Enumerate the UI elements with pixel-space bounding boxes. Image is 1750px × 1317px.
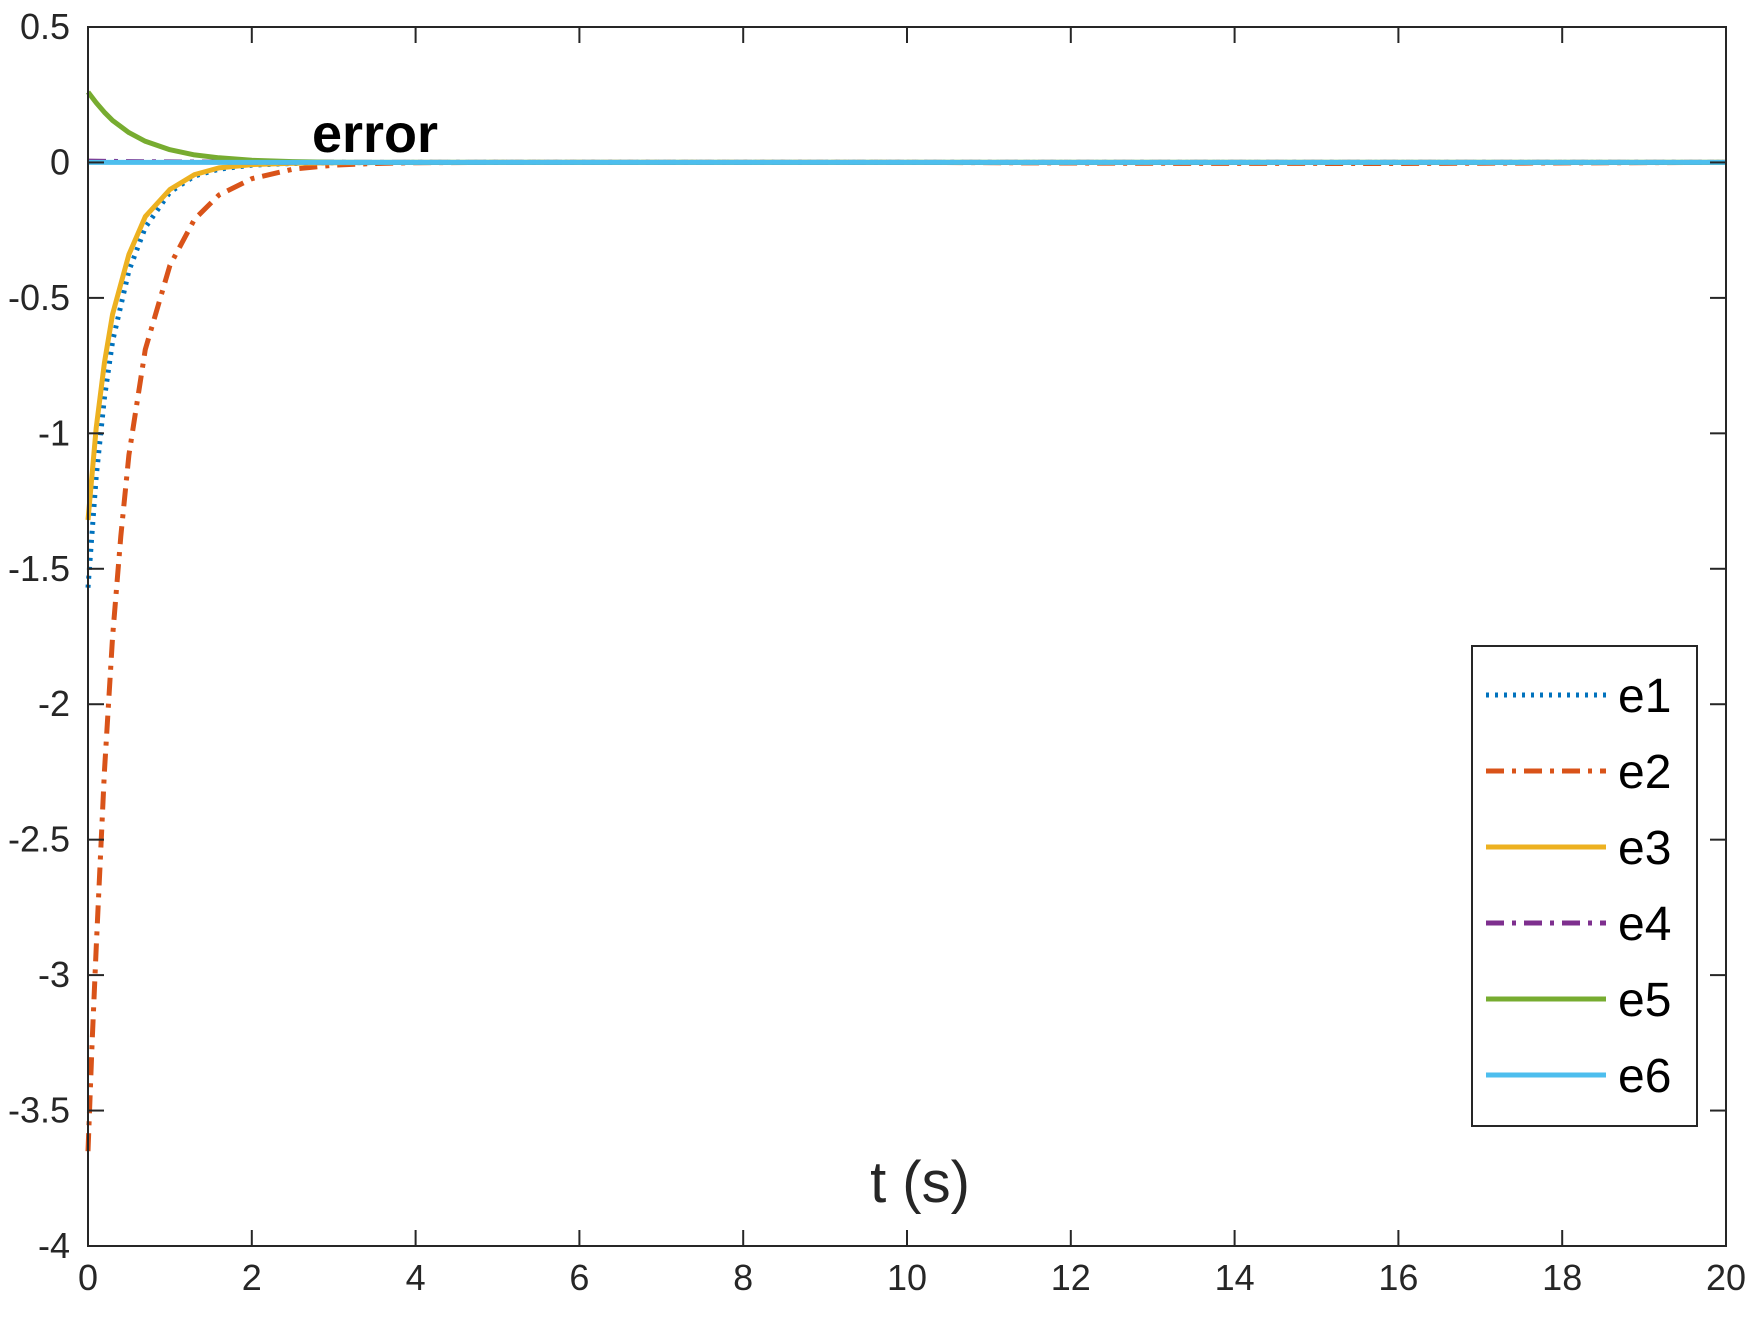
x-tick-label: 18 — [1542, 1257, 1582, 1298]
legend-label-e3: e3 — [1618, 822, 1671, 875]
x-tick-label: 0 — [78, 1257, 98, 1298]
x-tick-label: 14 — [1215, 1257, 1255, 1298]
legend-label-e4: e4 — [1618, 898, 1671, 951]
y-tick-label: -2 — [38, 683, 70, 724]
y-tick-label: 0.5 — [20, 6, 70, 47]
y-tick-label: 0 — [50, 141, 70, 182]
legend-label-e2: e2 — [1618, 746, 1671, 799]
y-tick-label: -0.5 — [8, 277, 70, 318]
x-tick-label: 10 — [887, 1257, 927, 1298]
y-tick-label: -3 — [38, 954, 70, 995]
legend-label-e5: e5 — [1618, 974, 1671, 1027]
x-tick-label: 16 — [1378, 1257, 1418, 1298]
legend: e1 e2 e3 e4 e5 e6 — [1472, 646, 1697, 1126]
y-tick-label: -1.5 — [8, 548, 70, 589]
x-tick-label: 4 — [406, 1257, 426, 1298]
x-axis-label: t (s) — [870, 1150, 970, 1215]
y-tick-label: -2.5 — [8, 819, 70, 860]
y-tick-label: -3.5 — [8, 1090, 70, 1131]
x-tick-label: 8 — [733, 1257, 753, 1298]
y-tick-label: -1 — [38, 412, 70, 453]
x-tick-label: 12 — [1051, 1257, 1091, 1298]
legend-label-e1: e1 — [1618, 670, 1671, 723]
x-tick-label: 20 — [1706, 1257, 1746, 1298]
legend-label-e6: e6 — [1618, 1050, 1671, 1103]
y-tick-label: -4 — [38, 1225, 70, 1266]
x-tick-label: 2 — [242, 1257, 262, 1298]
chart-title: error — [312, 104, 438, 164]
x-tick-label: 6 — [569, 1257, 589, 1298]
